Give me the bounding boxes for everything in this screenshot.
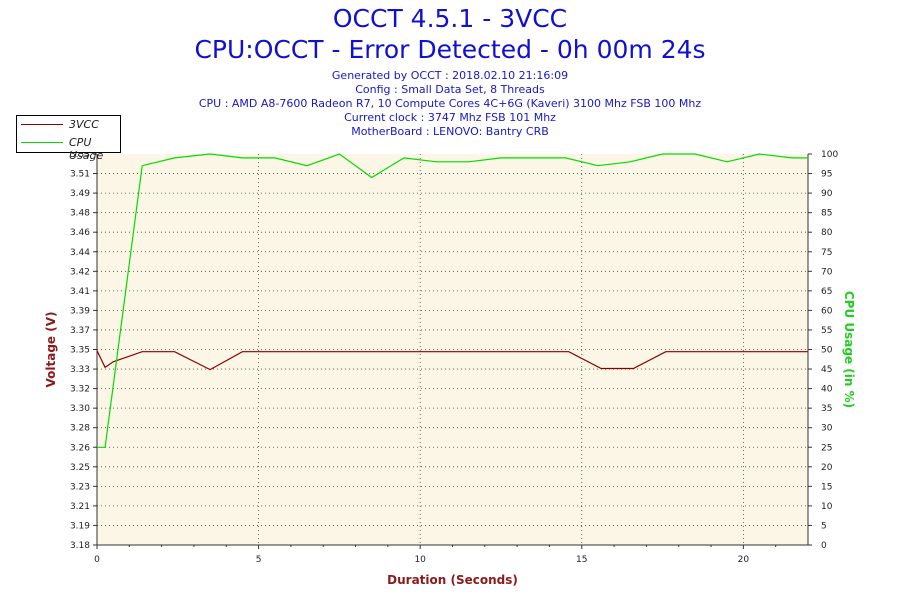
y2-tick-label: 10 (821, 502, 833, 512)
x-axis-label: Duration (Seconds) (387, 573, 518, 587)
info-generated: Generated by OCCT : 2018.02.10 21:16:09 (331, 69, 569, 82)
info-motherboard: MotherBoard : LENOVO: Bantry CRB (351, 125, 549, 138)
y2-tick-label: 35 (821, 404, 832, 414)
y2-tick-label: 50 (821, 346, 833, 356)
y2-tick-label: 5 (821, 521, 827, 531)
y-tick-label: 3.21 (70, 502, 90, 512)
series-layer (96, 153, 808, 448)
y-tick-label: 3.48 (70, 209, 90, 219)
y-tick-label: 3.28 (70, 424, 90, 434)
y-tick-label: 3.32 (70, 385, 90, 395)
y2-tick-label: 40 (821, 385, 833, 395)
y2-axis-label: CPU Usage (in %) (842, 291, 856, 408)
y2-tick-label: 55 (821, 326, 832, 336)
y-tick-label: 3.26 (70, 443, 90, 453)
y2-tick-label: 95 (821, 170, 832, 180)
legend-label: 3VCC (69, 118, 99, 131)
series-line-3vcc (96, 350, 808, 371)
y-tick-label: 3.42 (70, 267, 90, 277)
x-tick-label: 5 (256, 555, 262, 565)
y2-tick-label: 75 (821, 248, 832, 258)
legend-item-cpu-usage: CPU Usage (17, 134, 120, 162)
legend-swatch-3vcc (21, 124, 63, 125)
info-cpu: CPU : AMD A8-7600 Radeon R7, 10 Compute … (198, 97, 702, 110)
chart-title: OCCT 4.5.1 - 3VCC (332, 4, 568, 33)
grid-lines (97, 154, 808, 545)
y2-tick-label: 65 (821, 287, 832, 297)
y-tick-label: 3.51 (70, 170, 90, 180)
chart-subtitle: CPU:OCCT - Error Detected - 0h 00m 24s (194, 35, 706, 64)
y-tick-label: 3.46 (70, 228, 90, 238)
y-tick-label: 3.18 (70, 541, 90, 551)
y2-tick-label: 30 (821, 424, 833, 434)
y2-tick-label: 80 (821, 228, 833, 238)
y-tick-label: 3.33 (70, 365, 90, 375)
series-line-cpu-usage (97, 153, 808, 448)
y2-tick-label: 90 (821, 189, 833, 199)
y2-tick-label: 85 (821, 209, 832, 219)
legend-swatch-cpu-usage (21, 142, 63, 143)
x-tick-label: 10 (414, 555, 426, 565)
y-tick-label: 3.37 (70, 326, 90, 336)
tick-labels: 3.18 0 3.19 5 3.21 10 3.23 15 3.25 20 3.26 25 3.28 30… (70, 150, 838, 565)
y2-tick-label: 25 (821, 443, 832, 453)
info-clock: Current clock : 3747 Mhz FSB 101 Mhz (344, 111, 556, 124)
y2-tick-label: 15 (821, 482, 832, 492)
y2-tick-label: 0 (821, 541, 827, 551)
axes (93, 153, 812, 549)
info-config: Config : Small Data Set, 8 Threads (355, 83, 545, 96)
legend: 3VCC CPU Usage (16, 115, 121, 162)
x-tick-label: 20 (738, 555, 750, 565)
y-tick-label: 3.41 (70, 287, 90, 297)
y-tick-label: 3.19 (70, 521, 90, 531)
y-tick-label: 3.39 (70, 306, 90, 316)
y-tick-label: 3.23 (70, 482, 90, 492)
y2-tick-label: 70 (821, 267, 833, 277)
y-tick-label: 3.25 (70, 463, 90, 473)
y2-tick-label: 45 (821, 365, 832, 375)
y-tick-label: 3.49 (70, 189, 90, 199)
x-tick-label: 0 (94, 555, 100, 565)
y-tick-label: 3.35 (70, 346, 90, 356)
legend-label: CPU Usage (69, 136, 104, 162)
y2-tick-label: 60 (821, 306, 833, 316)
x-tick-label: 15 (576, 555, 587, 565)
y-tick-label: 3.30 (70, 404, 90, 414)
y-tick-label: 3.53 (70, 150, 90, 160)
y-axis-label: Voltage (V) (44, 312, 58, 388)
y2-tick-label: 100 (821, 150, 838, 160)
y-tick-label: 3.44 (70, 248, 90, 258)
legend-item-3vcc: 3VCC (17, 116, 120, 134)
y2-tick-label: 20 (821, 463, 833, 473)
